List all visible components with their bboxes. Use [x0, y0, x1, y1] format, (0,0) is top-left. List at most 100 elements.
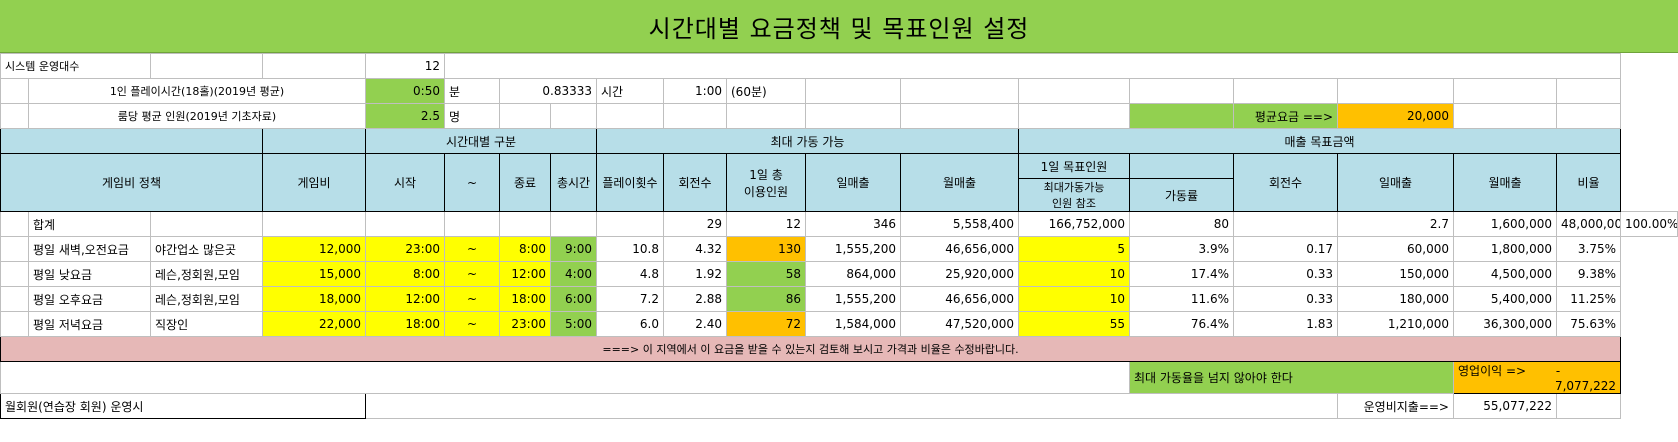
row-policy: 평일 저녁요금 [28, 311, 151, 337]
row-end[interactable]: 12:00 [499, 261, 551, 287]
row-daily: 1,555,200 [805, 286, 901, 312]
row-hours: 9:00 [550, 236, 597, 262]
target-people-header: 1일 목표인원 [1018, 153, 1130, 179]
row-start[interactable]: 23:00 [365, 236, 445, 262]
row-ratio: 11.25% [1555, 286, 1622, 312]
row-policy: 평일 새벽,오전요금 [28, 236, 151, 262]
system-count-value[interactable]: 12 [365, 53, 445, 79]
utilization-warning: 최대 가동율을 넘지 않아야 한다 [1129, 361, 1454, 394]
room-avg-value[interactable]: 2.5 [365, 103, 445, 129]
system-count-label: 시스템 운영대수 [0, 53, 151, 79]
row-plays: 4.8 [596, 261, 664, 287]
row-target-rotations: 0.17 [1233, 236, 1338, 262]
play-time-note: (60분) [726, 78, 806, 104]
total-target-monthly: 48,000,000 [1555, 211, 1622, 237]
group-max-header: 최대 가동 가능 [596, 128, 1019, 154]
row-fee[interactable]: 12,000 [262, 236, 366, 262]
row-policy: 평일 낮요금 [28, 261, 151, 287]
utilization-header: 가동률 [1129, 178, 1234, 212]
tilde-header: ~ [444, 153, 500, 212]
daily-users-header: 1일 총 이용인원 [726, 153, 806, 212]
row-monthly: 46,656,000 [900, 236, 1019, 262]
row-fee[interactable]: 18,000 [262, 286, 366, 312]
row-target-daily: 180,000 [1337, 286, 1454, 312]
row-target-group: 레슨,정회원,모임 [150, 261, 263, 287]
row-target-rotations: 0.33 [1233, 286, 1338, 312]
pricing-table: 시스템 운영대수 12 1인 플레이시간(18홀)(2019년 평균) 0:50… [0, 53, 1678, 419]
sheet-title: 시간대별 요금정책 및 목표인원 설정 [0, 0, 1678, 53]
group-sales-header: 매출 목표금액 [1017, 128, 1622, 154]
total-plays: 29 [663, 211, 727, 237]
operating-profit-dash: - [1555, 364, 1561, 378]
row-tilde: ~ [444, 311, 500, 337]
row-target[interactable]: 10 [1018, 286, 1130, 312]
row-target-group: 야간업소 많은곳 [150, 236, 263, 262]
total-users: 346 [805, 211, 901, 237]
row-fee[interactable]: 15,000 [262, 261, 366, 287]
row-ratio: 3.75% [1555, 236, 1622, 262]
row-rotations: 2.40 [663, 311, 727, 337]
row-users: 130 [726, 236, 806, 262]
operating-expense-value: 55,077,222 [1453, 393, 1557, 419]
row-plays: 7.2 [596, 286, 664, 312]
row-monthly: 47,520,000 [900, 311, 1019, 337]
row-util: 3.9% [1129, 236, 1234, 262]
row-target-monthly: 1,800,000 [1453, 236, 1557, 262]
target-rotations-header: 회전수 [1233, 153, 1338, 212]
room-avg-label: 룸당 평균 인원(2019년 기초자료) [28, 103, 366, 129]
total-target-daily: 1,600,000 [1453, 211, 1557, 237]
row-target-daily: 60,000 [1337, 236, 1454, 262]
row-monthly: 46,656,000 [900, 286, 1019, 312]
row-util: 76.4% [1129, 311, 1234, 337]
row-monthly: 25,920,000 [900, 261, 1019, 287]
row-end[interactable]: 18:00 [499, 286, 551, 312]
row-target-monthly: 4,500,000 [1453, 261, 1557, 287]
play-time-hour: 1:00 [663, 78, 727, 104]
row-target-rotations: 1.83 [1233, 311, 1338, 337]
row-target-monthly: 36,300,000 [1453, 311, 1557, 337]
row-plays: 10.8 [596, 236, 664, 262]
membership-label: 월회원(연습장 회원) 운영시 [0, 393, 366, 419]
total-rotations: 12 [726, 211, 806, 237]
table-row: 평일 저녁요금 직장인 22,000 18:00 ~ 23:00 5:00 6.… [0, 311, 1678, 337]
play-time-unit: 분 [444, 78, 500, 104]
fee-header: 게임비 [262, 153, 366, 212]
row-start[interactable]: 8:00 [365, 261, 445, 287]
max-ref-header: 최대가동가능 인원 참조 [1018, 178, 1130, 212]
row-hours: 5:00 [550, 311, 597, 337]
row-fee[interactable]: 22,000 [262, 311, 366, 337]
row-end[interactable]: 8:00 [499, 236, 551, 262]
ratio-header: 비율 [1555, 153, 1622, 212]
row-util: 11.6% [1129, 286, 1234, 312]
play-time-value[interactable]: 0:50 [365, 78, 445, 104]
row-users: 58 [726, 261, 806, 287]
operating-profit-label: 영업이익 => [1458, 364, 1527, 378]
row-end[interactable]: 23:00 [499, 311, 551, 337]
target-daily-sales-header: 일매출 [1337, 153, 1454, 212]
row-rotations: 2.88 [663, 286, 727, 312]
policy-header: 게임비 정책 [0, 153, 263, 212]
row-policy: 평일 오후요금 [28, 286, 151, 312]
total-label: 합계 [28, 211, 151, 237]
row-target[interactable]: 55 [1018, 311, 1130, 337]
operating-profit-cell: 영업이익 => - 7,077,222 [1452, 361, 1622, 394]
row-start[interactable]: 18:00 [365, 311, 445, 337]
row-tilde: ~ [444, 236, 500, 262]
row-target[interactable]: 5 [1018, 236, 1130, 262]
row-util: 17.4% [1129, 261, 1234, 287]
row-target-group: 레슨,정회원,모임 [150, 286, 263, 312]
total-target-rotations: 2.7 [1337, 211, 1454, 237]
group-time-header: 시간대별 구분 [365, 128, 597, 154]
total-monthly: 166,752,000 [1018, 211, 1130, 237]
row-daily: 1,555,200 [805, 236, 901, 262]
start-header: 시작 [365, 153, 445, 212]
row-rotations: 1.92 [663, 261, 727, 287]
room-avg-unit: 명 [444, 103, 500, 129]
row-daily: 864,000 [805, 261, 901, 287]
row-start[interactable]: 12:00 [365, 286, 445, 312]
avg-fee-value[interactable]: 20,000 [1337, 103, 1454, 129]
row-daily: 1,584,000 [805, 311, 901, 337]
plays-header: 플레이횟수 [596, 153, 664, 212]
rotations-header: 회전수 [663, 153, 727, 212]
row-target[interactable]: 10 [1018, 261, 1130, 287]
